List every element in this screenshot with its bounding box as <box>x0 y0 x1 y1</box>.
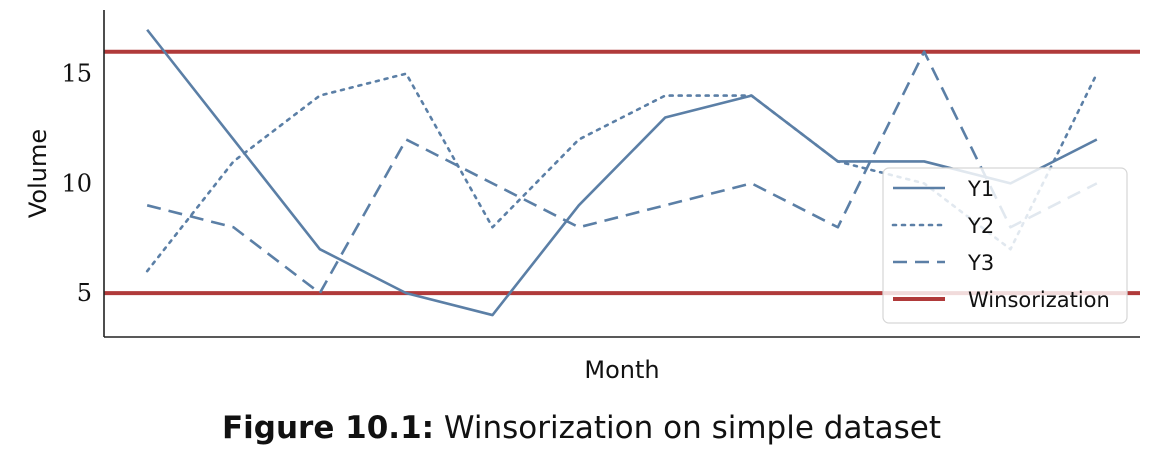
y-axis-label: Volume <box>24 129 52 218</box>
y-tick-labels: 5 10 15 <box>61 60 92 307</box>
series-y3-line <box>146 50 1098 295</box>
legend-label-y3: Y3 <box>967 251 994 275</box>
y-tick-label-10: 10 <box>61 169 92 197</box>
series-y1-line <box>146 28 1098 317</box>
caption-label: Figure 10.1: <box>222 410 435 446</box>
y-tick-label-15: 15 <box>61 60 92 88</box>
caption-text: Winsorization on simple dataset <box>434 410 941 446</box>
figure-caption: Figure 10.1: Winsorization on simple dat… <box>0 410 1163 446</box>
legend-box <box>882 167 1128 324</box>
chart: 5 10 15 Volume Month Y1 Y2 Y3 Winsorization <box>24 10 1140 384</box>
y-tick-label-5: 5 <box>77 279 92 307</box>
legend-label-y1: Y1 <box>967 177 994 201</box>
x-axis-label: Month <box>584 356 659 384</box>
legend: Y1 Y2 Y3 Winsorization <box>882 167 1128 324</box>
legend-label-y2: Y2 <box>967 214 994 238</box>
legend-label-winsorization: Winsorization <box>968 288 1110 312</box>
